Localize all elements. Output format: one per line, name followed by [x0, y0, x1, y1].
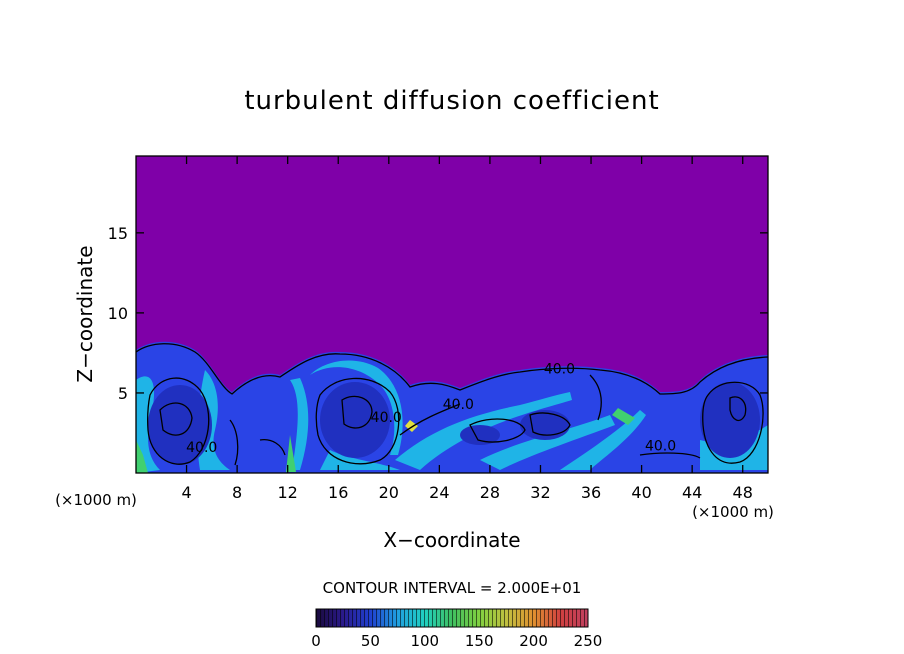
x-axis-title: X−coordinate: [383, 528, 520, 552]
y-tick-label: 10: [108, 304, 128, 323]
contour-label: 40.0: [186, 440, 217, 456]
x-tick-label: 28: [480, 483, 500, 502]
colorbar-tick-label: 250: [574, 632, 603, 650]
colorbar-tick-label: 50: [361, 632, 380, 650]
colorbar-stripes: [316, 609, 588, 627]
colorbar: 0 50 100 150 200 250: [311, 608, 602, 650]
y-axis: 5 10 15: [108, 224, 768, 403]
colorbar-tick-label: 200: [519, 632, 548, 650]
y-tick-label: 15: [108, 224, 128, 243]
plot-frame: [135, 155, 769, 474]
x-tick-label: 40: [631, 483, 651, 502]
colorbar-ticks: 0 50 100 150 200 250: [311, 632, 602, 650]
contour-label-group: 40.0 40.0 40.0 40.0 40.0: [186, 362, 676, 456]
peak-diffusion-patches: [136, 408, 635, 473]
x-unit-right: (×1000 m): [692, 503, 774, 521]
x-tick-label: 36: [581, 483, 601, 502]
colorbar-frame: [315, 608, 589, 628]
x-tick-label: 20: [379, 483, 399, 502]
y-tick-label: 5: [118, 384, 128, 403]
x-tick-label: 4: [181, 483, 191, 502]
x-unit-left: (×1000 m): [55, 491, 137, 509]
x-tick-label: 48: [733, 483, 753, 502]
contour-label: 40.0: [544, 362, 575, 378]
chart-title: turbulent diffusion coefficient: [244, 86, 660, 116]
contour-label: 40.0: [645, 439, 676, 455]
contour-label: 40.0: [443, 397, 474, 413]
contour-lines: [136, 343, 768, 466]
x-tick-label: 32: [530, 483, 550, 502]
x-tick-label: 16: [328, 483, 348, 502]
low-diffusion-cores: [148, 382, 760, 465]
colorbar-tick-label: 150: [465, 632, 494, 650]
heatmap-field: [136, 156, 768, 473]
x-tick-label: 8: [232, 483, 242, 502]
x-axis: 4 8 12 16 20 24 28 32 36 40 44 48: [181, 156, 753, 502]
contour-interval-label: CONTOUR INTERVAL = 2.000E+01: [323, 579, 582, 597]
x-tick-label: 44: [682, 483, 702, 502]
y-axis-title: Z−coordinate: [73, 245, 97, 382]
colorbar-tick-label: 100: [410, 632, 439, 650]
contour-label: 40.0: [371, 410, 402, 426]
colorbar-tick-label: 0: [311, 632, 321, 650]
x-tick-label: 24: [429, 483, 449, 502]
x-tick-label: 12: [278, 483, 298, 502]
